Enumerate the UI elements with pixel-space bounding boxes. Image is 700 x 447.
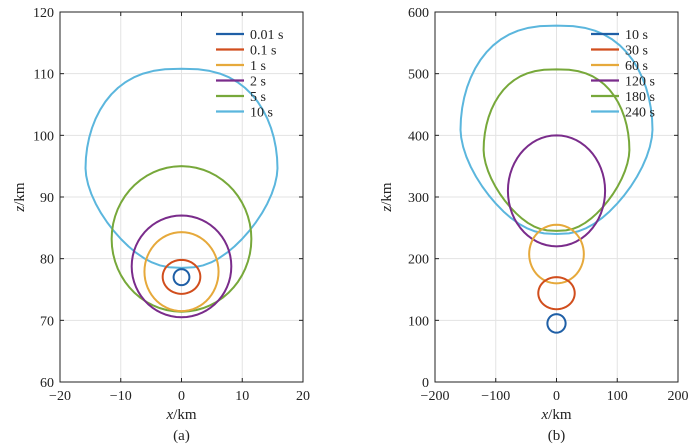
y-axis-label: z/km: [12, 182, 28, 213]
y-tick-label: 600: [408, 6, 429, 21]
legend-label: 10 s: [625, 28, 648, 43]
y-tick-label: 500: [408, 68, 429, 83]
panel-1: −20 −10 0 10 20 60 70 80 90 100 110 120 x/km z/km (a) 0…: [12, 6, 310, 444]
panel-label: (b): [548, 428, 566, 444]
x-tick-label: 10: [235, 389, 249, 404]
legend-label: 10 s: [250, 106, 273, 121]
panel-2: −200 −100 0 100 200 0 100 200 300 400 500 600 x/km z/…: [379, 6, 689, 444]
legend-label: 60 s: [625, 59, 648, 74]
x-tick-label: −100: [481, 389, 510, 404]
x-axis-label: x/km: [165, 407, 196, 423]
x-tick-label: −10: [110, 389, 132, 404]
legend: 0.01 s0.1 s1 s2 s5 s10 s: [216, 28, 283, 121]
series-line-3: [143, 231, 220, 313]
panel-label: (a): [173, 428, 190, 444]
series-line-1: [172, 268, 191, 287]
legend-label: 0.01 s: [250, 28, 283, 43]
series-line-1: [546, 313, 567, 334]
series-line-3: [528, 223, 585, 285]
legend-label: 120 s: [625, 75, 655, 90]
y-tick-label: 110: [34, 68, 54, 83]
x-tick-label: 20: [296, 389, 310, 404]
series-line-2: [161, 258, 202, 295]
y-tick-label: 100: [408, 314, 429, 329]
y-tick-label: 90: [40, 191, 54, 206]
y-tick-label: 120: [33, 6, 54, 21]
y-tick-label: 400: [408, 129, 429, 144]
legend-label: 0.1 s: [250, 44, 276, 59]
series-line-2: [537, 276, 576, 311]
x-tick-label: −20: [49, 389, 71, 404]
legend-label: 5 s: [250, 90, 266, 105]
y-tick-label: 70: [40, 314, 54, 329]
y-tick-label: 0: [422, 376, 429, 391]
series-line-4: [130, 214, 233, 319]
legend-label: 30 s: [625, 44, 648, 59]
legend-label: 180 s: [625, 90, 655, 105]
x-axis-label: x/km: [540, 407, 571, 423]
y-tick-label: 60: [40, 376, 54, 391]
y-tick-label: 100: [33, 129, 54, 144]
y-tick-label: 80: [40, 253, 54, 268]
series-line-6: [459, 24, 654, 235]
x-tick-label: 100: [607, 389, 628, 404]
y-tick-label: 300: [408, 191, 429, 206]
y-axis-label: z/km: [379, 182, 395, 213]
y-tick-label: 200: [408, 253, 429, 268]
legend-label: 2 s: [250, 75, 266, 90]
x-tick-label: 200: [668, 389, 689, 404]
x-tick-label: 0: [178, 389, 185, 404]
series-line-6: [84, 67, 279, 269]
legend-label: 240 s: [625, 106, 655, 121]
legend-label: 1 s: [250, 59, 266, 74]
x-tick-label: 0: [553, 389, 560, 404]
x-tick-label: −200: [421, 389, 450, 404]
